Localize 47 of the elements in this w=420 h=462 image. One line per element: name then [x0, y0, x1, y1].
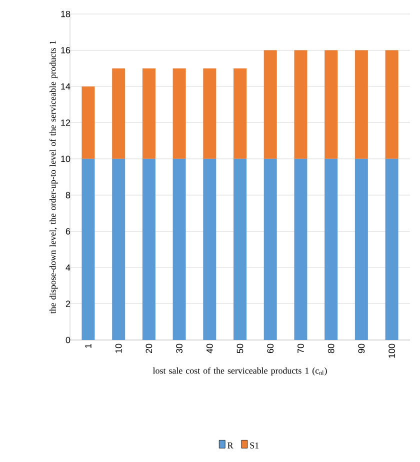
y-tick-label: 6	[66, 228, 70, 235]
y-tick-label: 10	[61, 156, 70, 162]
bar	[294, 158, 308, 340]
bar	[203, 68, 216, 159]
x-tick-label: 50	[236, 344, 244, 354]
bar	[324, 158, 338, 340]
y-tick-label: 2	[66, 300, 70, 307]
x-axis-title: lost sale cost of the serviceable products 1 (c$_{nl}$)	[152, 367, 327, 376]
bar	[385, 158, 398, 340]
x-tick-label: 1	[85, 344, 92, 348]
bar	[82, 86, 95, 159]
y-tick-label: 16	[61, 47, 70, 54]
bar	[354, 50, 368, 159]
bar	[82, 158, 95, 340]
bar	[234, 68, 247, 159]
y-tick-label: 18	[61, 10, 70, 18]
bar	[172, 68, 186, 159]
bar	[324, 50, 338, 159]
bar	[354, 158, 368, 340]
bar	[264, 158, 277, 340]
legend-label: R	[228, 442, 234, 448]
y-tick-label: 4	[66, 264, 70, 271]
y-axis-title: the dispose-down level, the order-up-to level of the serviceable products 1	[49, 40, 58, 314]
x-tick-label: 30	[176, 344, 182, 354]
x-tick-label: 90	[358, 344, 365, 354]
y-tick-label: 12	[61, 120, 70, 126]
y-tick-label: 14	[61, 83, 70, 90]
bar	[172, 158, 186, 340]
bar	[294, 50, 308, 159]
bar	[112, 158, 126, 340]
x-tick-label: 20	[146, 344, 152, 354]
x-tick-label: 60	[267, 344, 274, 354]
bar	[112, 68, 126, 159]
bar	[264, 50, 277, 159]
bar	[203, 158, 216, 340]
x-tick-label: 40	[206, 344, 213, 354]
x-tick-label: 70	[298, 344, 304, 354]
bar	[385, 50, 398, 159]
x-tick-label: 10	[115, 344, 122, 353]
x-tick-label: 80	[328, 344, 334, 354]
bar	[142, 158, 156, 340]
x-tick-label: 100	[388, 344, 395, 358]
y-tick-label: 8	[66, 192, 70, 198]
legend-label: S1	[250, 442, 259, 448]
bar	[234, 158, 247, 340]
bar	[142, 68, 156, 159]
y-tick-label: 0	[66, 336, 70, 344]
